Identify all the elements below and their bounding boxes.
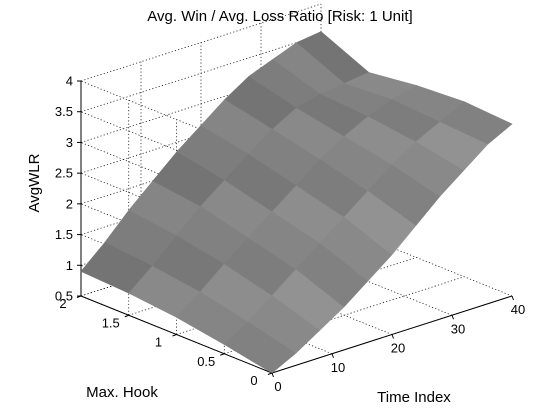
- surface-layer: [80, 31, 513, 374]
- x-axis-label: Time Index: [377, 389, 451, 406]
- x-tick-label: 0: [274, 379, 281, 394]
- y-tick-mark: [220, 353, 225, 356]
- z-tick-label: 1.5: [55, 227, 73, 242]
- back-wall-grid-line: [80, 3, 322, 82]
- y-tick-label: 2: [59, 296, 66, 311]
- x-tick-label: 10: [331, 360, 345, 375]
- x-tick-mark: [331, 353, 334, 358]
- z-tick-label: 4: [66, 74, 73, 89]
- x-tick-label: 30: [451, 321, 465, 336]
- z-tick-label: 0.5: [55, 289, 73, 304]
- y-tick-label: 0: [250, 373, 257, 388]
- z-tick-label: 3.5: [55, 104, 73, 119]
- y-tick-label: 1.5: [102, 315, 120, 330]
- y-tick-label: 0.5: [197, 354, 215, 369]
- x-tick-mark: [451, 315, 454, 320]
- y-tick-mark: [172, 334, 177, 337]
- x-tick-label: 40: [511, 302, 525, 317]
- y-axis-label: Max. Hook: [86, 384, 158, 401]
- x-tick-label: 20: [391, 341, 405, 356]
- x-tick-mark: [271, 372, 274, 378]
- back-wall-grid-line: [80, 65, 322, 143]
- floor-grid-line: [224, 276, 465, 355]
- y-tick-mark: [267, 372, 273, 375]
- z-tick-label: 2: [66, 196, 73, 211]
- x-tick-mark: [391, 334, 394, 339]
- chart-title: Avg. Win / Avg. Loss Ratio [Risk: 1 Unit…: [147, 8, 412, 25]
- z-tick-label: 2.5: [55, 166, 73, 181]
- x-tick-mark: [511, 295, 514, 301]
- y-tick-mark: [124, 314, 129, 318]
- z-tick-label: 1: [66, 258, 73, 273]
- z-axis-label: AvgWLR: [26, 153, 43, 212]
- surface-patch: [439, 101, 513, 145]
- z-tick-label: 3: [66, 135, 73, 150]
- y-tick-label: 1: [155, 335, 162, 350]
- back-wall-grid-line: [80, 34, 322, 113]
